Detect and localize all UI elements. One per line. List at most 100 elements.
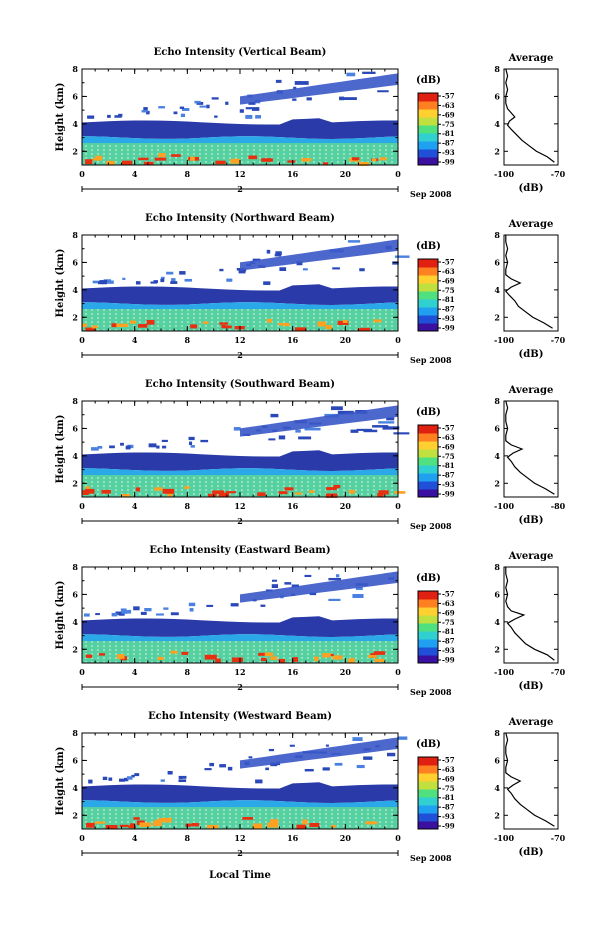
date-day-label: 2 (237, 682, 243, 692)
profile-x-tick-label: -100 (494, 667, 514, 677)
strong-echo-patch (325, 493, 338, 498)
colorbar-tick-label: -69 (442, 774, 455, 783)
strong-echo-patch (101, 489, 111, 494)
colorbar-segment (418, 465, 438, 474)
cloud-echo (83, 613, 90, 617)
cloud-echo (359, 268, 365, 272)
y-tick-label: 6 (72, 257, 78, 267)
colorbar-segment (418, 133, 438, 142)
colorbar-segment (418, 473, 438, 482)
x-tick-label: 0 (79, 169, 85, 179)
colorbar-tick-label: -57 (442, 756, 455, 765)
panel-1: Echo Intensity (Vertical Beam) 2 4 6 8 Height… (55, 47, 566, 199)
colorbar-tick-label: -99 (442, 490, 455, 499)
strong-echo-patch (86, 822, 95, 828)
profile-title: Average (508, 385, 554, 396)
cloud-echo (284, 582, 292, 585)
cloud-echo (386, 752, 396, 757)
strong-echo-patch (287, 160, 296, 163)
colorbar-frame (417, 590, 439, 664)
y-tick-label: 8 (72, 64, 78, 74)
strong-echo-patch (146, 319, 155, 325)
colorbar-tick-label: -87 (442, 305, 455, 314)
colorbar-unit: (dB) (416, 739, 441, 750)
colorbar-tick-label: -99 (442, 324, 455, 333)
cloud-echo (141, 110, 148, 113)
colorbar-segment (418, 117, 438, 126)
strong-echo-patch (296, 824, 306, 829)
colorbar-tick-label: -87 (442, 637, 455, 646)
strong-echo-patch (365, 821, 378, 825)
cloud-echo (271, 584, 279, 589)
strong-echo-patch (371, 158, 377, 162)
cloud-echo (167, 770, 173, 775)
colorbar-tick-label: -87 (442, 471, 455, 480)
strong-echo-patch (82, 323, 87, 328)
cloud-echo (255, 779, 263, 784)
strong-echo-patch (333, 484, 341, 489)
cloud-echo (209, 762, 215, 767)
strong-echo-patch (94, 155, 103, 161)
date-label: Sep 2008 (410, 355, 452, 365)
strong-echo-patch (332, 655, 343, 660)
strong-echo-patch (258, 652, 267, 656)
colorbar-tick-label: -81 (442, 129, 455, 138)
cloud-echo (332, 267, 340, 270)
y-tick-label: 2 (72, 810, 78, 820)
cloud-echo (189, 441, 193, 446)
cloud-echo (356, 764, 365, 769)
strong-echo-patch (162, 488, 175, 494)
colorbar-segment (418, 315, 438, 324)
cloud-echo (143, 107, 148, 111)
panel-title: Echo Intensity (Westward Beam) (148, 711, 332, 722)
strong-echo-patch (167, 492, 173, 497)
colorbar-segment (418, 149, 438, 158)
cloud-echo (304, 768, 314, 772)
profile-x-label: (dB) (519, 681, 544, 692)
cloud-band (240, 73, 398, 105)
cloud-echo (339, 96, 345, 101)
colorbar-tick-label: -81 (442, 461, 455, 470)
cloud-echo (91, 447, 99, 451)
strong-echo-patch (292, 657, 299, 662)
cloud-echo (343, 97, 357, 100)
cloud-echo (227, 766, 233, 771)
colorbar-segment (418, 457, 438, 466)
x-tick-label: 12 (234, 501, 245, 511)
strong-echo-patch (98, 653, 105, 656)
cloud-echo (226, 278, 233, 282)
colorbar-tick-label: -93 (442, 812, 455, 821)
x-tick-label: 8 (185, 335, 191, 345)
strong-echo-patch (181, 651, 189, 655)
x-tick-label: 12 (234, 833, 245, 843)
cloud-echo (107, 280, 114, 284)
cloud-echo (118, 778, 126, 782)
x-tick-label: 4 (132, 833, 138, 843)
cloud-echo (274, 253, 282, 257)
strong-echo-patch (357, 161, 370, 166)
strong-echo-patch (309, 822, 320, 827)
strong-echo-patch (202, 321, 209, 324)
strong-echo-patch (270, 656, 278, 661)
profile-frame (503, 566, 559, 664)
colorbar-tick-label: -93 (442, 646, 455, 655)
cloud-echo (394, 255, 410, 258)
heatmap-image (82, 571, 398, 664)
cloud-echo (302, 268, 308, 271)
cloud-echo (92, 280, 101, 284)
profile-frame (503, 400, 559, 498)
colorbar-segment (418, 797, 438, 806)
cloud-echo (225, 101, 229, 105)
date-day-label: 2 (237, 516, 243, 526)
colorbar-unit: (dB) (416, 241, 441, 252)
cloud-echo (109, 445, 115, 449)
colorbar-segment (418, 141, 438, 150)
strong-echo-patch (218, 492, 230, 497)
strong-echo-patch (394, 491, 406, 494)
y-tick-label: 4 (72, 617, 78, 627)
strong-echo-patch (190, 156, 195, 161)
y-axis-label: Height (km) (55, 581, 66, 650)
cloud-echo (330, 406, 343, 411)
strong-echo-patch (85, 486, 90, 492)
cloud-echo (170, 281, 178, 284)
